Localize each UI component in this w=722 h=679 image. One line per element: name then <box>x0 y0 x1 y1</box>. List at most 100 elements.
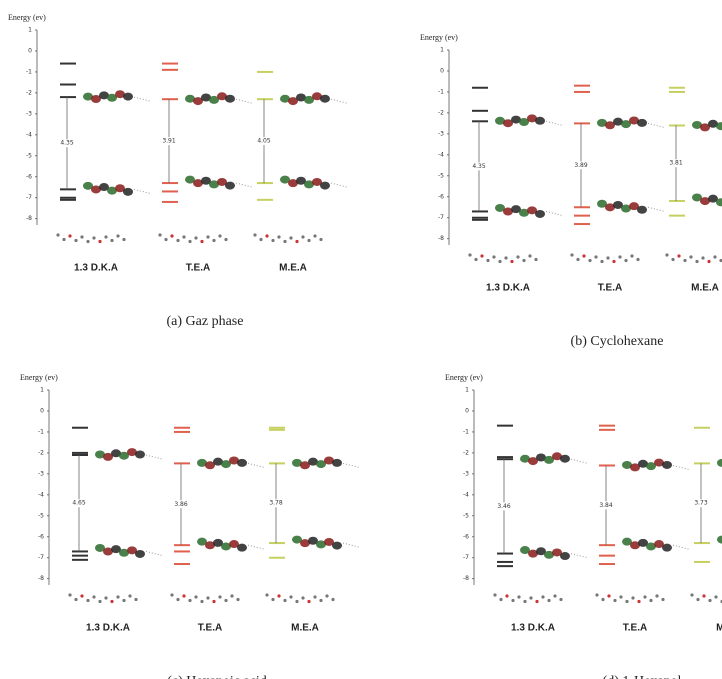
orbital-tail <box>146 455 162 459</box>
atom <box>677 254 680 257</box>
y-tick-label: -5 <box>438 172 444 179</box>
atom <box>188 240 191 243</box>
y-tick-label: 0 <box>465 407 469 414</box>
atom <box>319 238 322 241</box>
atom <box>516 255 519 258</box>
orbital-tail <box>673 465 689 469</box>
y-tick-label: 1 <box>28 27 32 34</box>
gap-label: 3.81 <box>669 160 683 167</box>
panel: Energy (ev)10-1-2-3-4-5-6-7-84.651.3 D.K… <box>20 373 359 679</box>
y-tick-label: -7 <box>26 194 32 201</box>
gap-label: 4.35 <box>60 140 74 147</box>
atom <box>499 598 502 601</box>
molecule-label: T.E.A <box>198 623 222 634</box>
orbital-lobe <box>535 117 545 125</box>
atom <box>200 600 203 603</box>
orbital-tail <box>546 211 562 215</box>
atom <box>188 599 191 602</box>
atom <box>492 255 495 258</box>
atom <box>134 598 137 601</box>
y-tick-label: 1 <box>465 387 469 394</box>
molecule-label: 1.3 D.K.A <box>511 623 555 634</box>
atom <box>498 260 501 263</box>
atom <box>265 234 268 237</box>
panel-caption: (c) Hexanoic acid <box>167 674 267 679</box>
orbital-tail <box>236 183 252 187</box>
molecule-label: M.E.A <box>691 283 719 294</box>
atom <box>265 593 268 596</box>
y-axis-label: Energy (ev) <box>20 373 58 382</box>
orbital-lobe <box>717 459 722 467</box>
orbital-lobe <box>637 206 647 214</box>
atom <box>289 236 292 239</box>
atom <box>283 599 286 602</box>
y-tick-label: -3 <box>38 470 44 477</box>
atom <box>176 239 179 242</box>
atom <box>690 593 693 596</box>
orbital-lobe <box>237 544 247 552</box>
atom <box>535 600 538 603</box>
atom <box>486 259 489 262</box>
atom <box>613 599 616 602</box>
atom <box>164 238 167 241</box>
molecule-label: M.E.A <box>716 623 722 634</box>
atom <box>271 239 274 242</box>
panel: Energy (ev)10-1-2-3-4-5-6-7-84.351.3 D.K… <box>8 13 347 329</box>
orbital-lobe <box>225 95 235 103</box>
atom <box>618 255 621 258</box>
atom <box>595 593 598 596</box>
y-tick-label: 0 <box>40 407 44 414</box>
orbital-lobe <box>535 210 545 218</box>
atom <box>170 593 173 596</box>
y-tick-label: -7 <box>38 554 44 561</box>
atom <box>683 259 686 262</box>
atom <box>601 598 604 601</box>
atom <box>517 595 520 598</box>
atom <box>493 593 496 596</box>
atom <box>176 598 179 601</box>
orbital-lobe <box>332 542 342 550</box>
atom <box>218 595 221 598</box>
atom <box>236 598 239 601</box>
y-tick-label: 1 <box>440 47 444 54</box>
gap-label: 4.65 <box>72 500 86 507</box>
orbital-lobe <box>320 95 330 103</box>
atom <box>212 600 215 603</box>
atom <box>74 239 77 242</box>
atom <box>619 595 622 598</box>
orbital-lobe <box>637 119 647 127</box>
gap-label: 4.35 <box>472 163 486 170</box>
atom <box>158 233 161 236</box>
y-tick-label: -2 <box>438 109 444 116</box>
y-axis-label: Energy (ev) <box>420 33 458 42</box>
y-tick-label: -8 <box>38 575 44 582</box>
atom <box>92 595 95 598</box>
y-tick-label: -7 <box>463 554 469 561</box>
orbital-lobe <box>123 93 133 101</box>
atom <box>218 234 221 237</box>
orbital-lobe <box>135 550 145 558</box>
atom <box>600 260 603 263</box>
molecule-label: T.E.A <box>186 263 210 274</box>
atom <box>62 238 65 241</box>
atom <box>68 593 71 596</box>
atom <box>511 599 514 602</box>
atom <box>283 240 286 243</box>
y-tick-label: -1 <box>38 428 44 435</box>
orbital-tail <box>571 554 587 558</box>
atom <box>319 599 322 602</box>
atom <box>529 596 532 599</box>
gap-label: 3.89 <box>574 162 588 169</box>
atom <box>325 594 328 597</box>
atom <box>116 234 119 237</box>
atom <box>277 594 280 597</box>
atom <box>68 234 71 237</box>
atom <box>576 258 579 261</box>
atom <box>206 235 209 238</box>
y-tick-label: -1 <box>26 68 32 75</box>
atom <box>86 240 89 243</box>
orbital-tail <box>673 545 689 549</box>
atom <box>625 600 628 603</box>
atom <box>701 256 704 259</box>
y-tick-label: -5 <box>26 152 32 159</box>
